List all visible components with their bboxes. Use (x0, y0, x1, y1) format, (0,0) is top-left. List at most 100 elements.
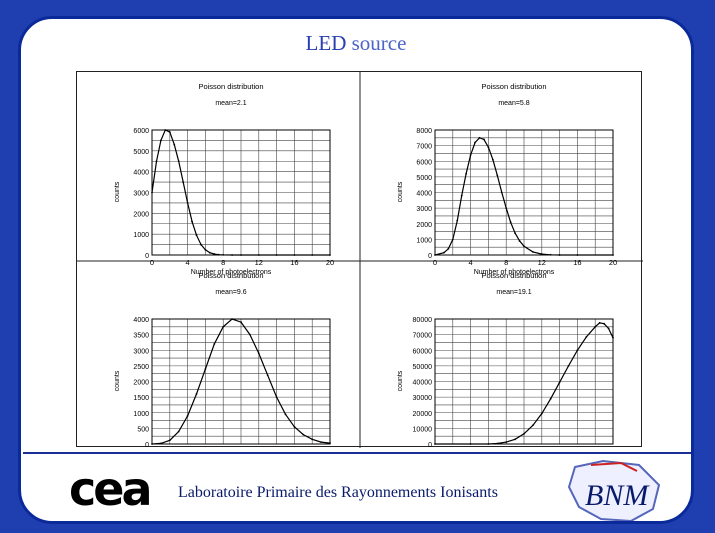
data-point (443, 251, 445, 254)
x-tick-label: 20 (326, 258, 334, 267)
data-point (213, 343, 216, 345)
data-point (518, 240, 521, 242)
data-point (160, 139, 162, 142)
x-tick-label: 0 (150, 447, 154, 448)
data-point (523, 245, 525, 248)
x-tick-label: 20 (326, 447, 334, 448)
y-tick-label: 0 (428, 253, 432, 260)
x-tick-label: 8 (504, 447, 508, 448)
y-tick-label: 7000 (416, 144, 432, 151)
series-line (434, 137, 613, 256)
data-point (311, 438, 314, 441)
y-tick-label: 2000 (133, 380, 149, 387)
x-tick-label: 8 (221, 258, 225, 267)
y-tick-label: 5000 (416, 175, 432, 182)
data-point (151, 443, 153, 445)
y-tick-label: 2000 (416, 222, 432, 229)
y-tick-label: 40000 (413, 380, 433, 387)
plot-frame (434, 318, 614, 445)
data-point (173, 143, 176, 146)
data-point (257, 254, 260, 256)
plot-panel: Poisson distribution mean=2.1 0 4 8 12 16 20 0 10… (76, 71, 643, 448)
data-point (532, 424, 534, 427)
y-tick-label: 6000 (416, 159, 432, 166)
x-tick-label: 12 (255, 447, 263, 448)
y-tick-label: 2000 (133, 211, 149, 218)
data-point (523, 432, 525, 435)
lab-name: Laboratoire Primaire des Rayonnements Io… (178, 484, 498, 501)
bnm-logo: BNM (567, 459, 661, 521)
data-point (177, 160, 180, 163)
y-tick-label: 0 (145, 442, 149, 448)
data-point (558, 254, 561, 256)
data-point (500, 191, 503, 194)
data-point (155, 160, 158, 163)
x-tick-label: 12 (538, 447, 546, 448)
x-axis-label: Number of photoelectrons (191, 269, 272, 276)
data-point (514, 438, 516, 441)
data-point (505, 441, 508, 444)
poisson-charts: Poisson distribution mean=2.1 0 4 8 12 16 20 0 10… (77, 72, 643, 448)
x-tick-label: 8 (221, 447, 225, 448)
y-tick-label: 70000 (413, 333, 433, 340)
data-point (612, 336, 614, 339)
y-tick-label: 3000 (133, 348, 149, 355)
slide: LED source Poisson distribution mean=2.1 0… (18, 16, 694, 524)
x-tick-label: 20 (609, 447, 617, 448)
data-point (487, 443, 490, 445)
data-point (496, 174, 499, 177)
data-point (496, 442, 499, 445)
chart-title: Poisson distribution (198, 271, 263, 280)
x-tick-label: 4 (186, 447, 190, 448)
y-axis-label: counts (397, 181, 404, 202)
y-tick-label: 4000 (133, 170, 149, 177)
data-point (469, 154, 472, 156)
data-point (474, 141, 476, 144)
chart-title: Poisson distribution (481, 271, 546, 280)
data-point (532, 250, 534, 253)
data-point (567, 364, 570, 367)
data-point (514, 232, 516, 235)
data-point (483, 138, 485, 141)
data-point (195, 234, 198, 237)
plot-frame (151, 318, 331, 445)
chart-title: Poisson distribution (481, 82, 546, 91)
y-axis-label: counts (114, 181, 121, 202)
data-point (151, 191, 153, 194)
data-point (594, 325, 597, 328)
x-axis-label: Number of photoelectrons (474, 269, 555, 276)
data-point (195, 393, 198, 395)
chart-title: Poisson distribution (198, 82, 263, 91)
x-tick-label: 16 (573, 447, 581, 448)
data-point (329, 442, 331, 444)
data-point (607, 327, 610, 330)
x-tick-label: 16 (573, 258, 581, 267)
data-point (302, 433, 305, 436)
data-point (182, 181, 185, 183)
data-point (447, 247, 450, 250)
y-tick-label: 3000 (416, 206, 432, 213)
y-tick-label: 1500 (133, 395, 149, 402)
x-tick-label: 12 (538, 258, 546, 267)
y-tick-label: 3500 (133, 333, 149, 340)
chart-subtitle: mean=5.8 (498, 100, 529, 107)
data-point (231, 318, 234, 320)
y-tick-label: 8000 (416, 128, 432, 135)
data-point (598, 322, 601, 324)
data-point (160, 442, 162, 445)
svg-text:BNM: BNM (585, 479, 650, 512)
y-tick-label: 10000 (413, 426, 433, 433)
data-point (204, 248, 207, 251)
x-tick-label: 0 (433, 447, 437, 448)
data-point (505, 207, 508, 210)
data-point (329, 254, 331, 256)
data-point (204, 368, 207, 370)
data-point (177, 430, 180, 433)
data-point (200, 243, 202, 246)
y-tick-label: 5000 (133, 149, 149, 156)
x-tick-label: 0 (150, 258, 154, 267)
svg-text:cea: cea (69, 469, 150, 513)
x-tick-label: 16 (290, 447, 298, 448)
y-tick-label: 0 (428, 442, 432, 448)
y-tick-label: 6000 (133, 128, 149, 135)
